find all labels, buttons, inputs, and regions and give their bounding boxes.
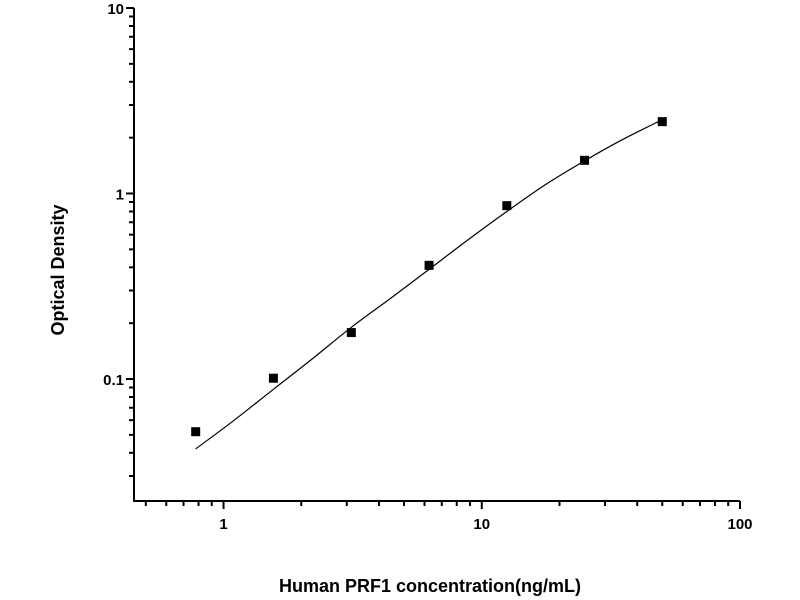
fit-curve [195, 119, 663, 450]
data-point [191, 427, 201, 437]
fit-curve-group [195, 119, 663, 450]
data-point [657, 117, 667, 127]
y-tick-label: 10 [107, 1, 124, 18]
data-point [502, 201, 512, 211]
y-tick-label: 0.1 [103, 372, 124, 389]
x-tick-label: 1 [219, 516, 227, 533]
axes: 1 10 100 0.1 1 10 [103, 1, 752, 533]
data-point [346, 328, 356, 338]
x-axis-title: Human PRF1 concentration(ng/mL) [279, 576, 581, 596]
x-tick-label: 100 [727, 516, 752, 533]
data-point [424, 260, 434, 270]
data-point [580, 155, 590, 165]
data-point [268, 373, 278, 383]
x-tick-label: 10 [473, 516, 490, 533]
y-tick-label: 1 [116, 187, 124, 204]
data-points [191, 117, 667, 437]
y-axis-title: Optical Density [48, 204, 68, 335]
